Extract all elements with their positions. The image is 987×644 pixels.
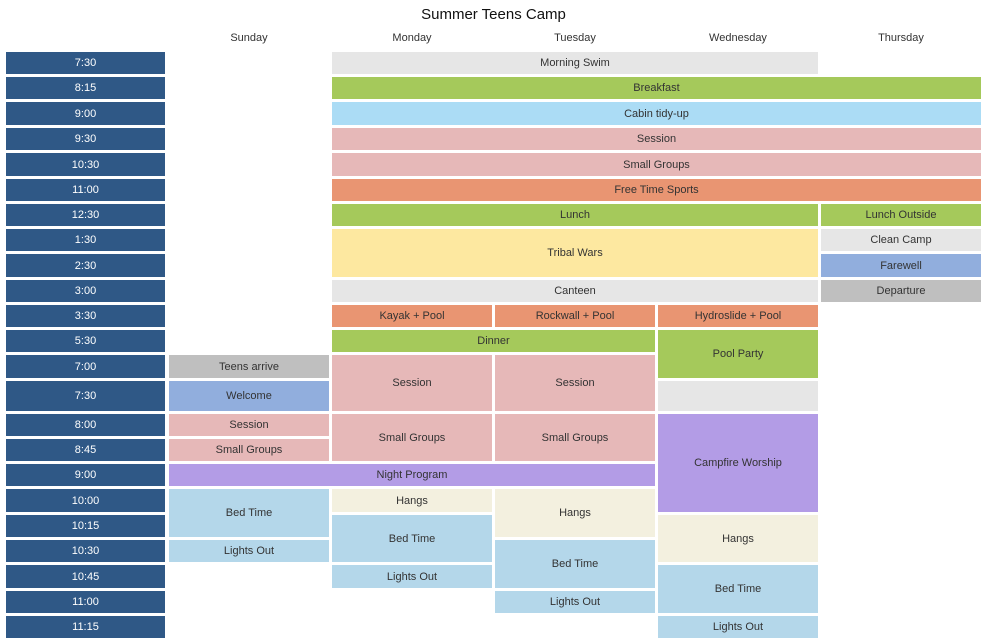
time-slot: 1:30 [6, 229, 165, 251]
page-title: Summer Teens Camp [421, 6, 566, 23]
event-lights-out-wednesday: Lights Out [658, 616, 818, 638]
event-tribal-wars: Tribal Wars [332, 229, 818, 277]
day-header-sunday: Sunday [230, 32, 268, 44]
time-slot: 8:15 [6, 77, 165, 99]
event-clean-camp: Clean Camp [821, 229, 981, 251]
event-empty-block [658, 381, 818, 411]
event-canteen: Canteen [332, 280, 818, 302]
time-slot: 9:00 [6, 464, 165, 486]
event-breakfast: Breakfast [332, 77, 981, 99]
event-lunch-outside: Lunch Outside [821, 204, 981, 226]
event-lunch: Lunch [332, 204, 818, 226]
event-farewell: Farewell [821, 254, 981, 277]
event-cabin-tidy-up: Cabin tidy-up [332, 102, 981, 125]
day-header-tuesday: Tuesday [554, 32, 596, 44]
event-session-tuesday: Session [495, 355, 655, 411]
time-slot: 10:00 [6, 489, 165, 512]
event-rockwall-pool: Rockwall + Pool [495, 305, 655, 327]
event-session-sunday: Session [169, 414, 329, 436]
event-lights-out-monday: Lights Out [332, 565, 492, 588]
time-slot: 2:30 [6, 254, 165, 277]
event-campfire-worship: Campfire Worship [658, 414, 818, 512]
event-bed-time-wednesday: Bed Time [658, 565, 818, 613]
time-slot: 12:30 [6, 204, 165, 226]
event-small-groups-tuesday: Small Groups [495, 414, 655, 461]
event-dinner: Dinner [332, 330, 655, 352]
time-slot: 3:30 [6, 305, 165, 327]
event-session: Session [332, 128, 981, 150]
time-slot: 8:00 [6, 414, 165, 436]
time-slot: 10:45 [6, 565, 165, 588]
time-slot: 10:30 [6, 540, 165, 562]
time-slot: 3:00 [6, 280, 165, 302]
time-slot: 10:15 [6, 515, 165, 537]
event-hangs-monday: Hangs [332, 489, 492, 512]
event-departure: Departure [821, 280, 981, 302]
time-slot: 9:30 [6, 128, 165, 150]
event-lights-out-sunday: Lights Out [169, 540, 329, 562]
event-small-groups-monday: Small Groups [332, 414, 492, 461]
event-small-groups: Small Groups [332, 153, 981, 176]
event-bed-time-monday: Bed Time [332, 515, 492, 562]
time-slot: 7:00 [6, 355, 165, 378]
day-header-monday: Monday [392, 32, 432, 44]
day-header-wednesday: Wednesday [709, 32, 767, 44]
event-session-monday: Session [332, 355, 492, 411]
event-pool-party: Pool Party [658, 330, 818, 378]
time-slot: 7:30 [6, 52, 165, 74]
time-slot: 7:30 [6, 381, 165, 411]
event-free-time-sports: Free Time Sports [332, 179, 981, 201]
time-slot: 11:15 [6, 616, 165, 638]
time-slot: 9:00 [6, 102, 165, 125]
event-teens-arrive: Teens arrive [169, 355, 329, 378]
event-kayak-pool: Kayak + Pool [332, 305, 492, 327]
event-welcome: Welcome [169, 381, 329, 411]
event-hydroslide-pool: Hydroslide + Pool [658, 305, 818, 327]
event-bed-time-tuesday: Bed Time [495, 540, 655, 588]
event-hangs-tuesday: Hangs [495, 489, 655, 537]
time-slot: 10:30 [6, 153, 165, 176]
event-morning-swim: Morning Swim [332, 52, 818, 74]
event-bed-time-sunday: Bed Time [169, 489, 329, 537]
event-night-program: Night Program [169, 464, 655, 486]
time-slot: 11:00 [6, 591, 165, 613]
time-slot: 11:00 [6, 179, 165, 201]
event-lights-out-tuesday: Lights Out [495, 591, 655, 613]
day-header-thursday: Thursday [878, 32, 924, 44]
time-slot: 5:30 [6, 330, 165, 352]
event-hangs-wednesday: Hangs [658, 515, 818, 562]
time-slot: 8:45 [6, 439, 165, 461]
event-small-groups-sunday: Small Groups [169, 439, 329, 461]
